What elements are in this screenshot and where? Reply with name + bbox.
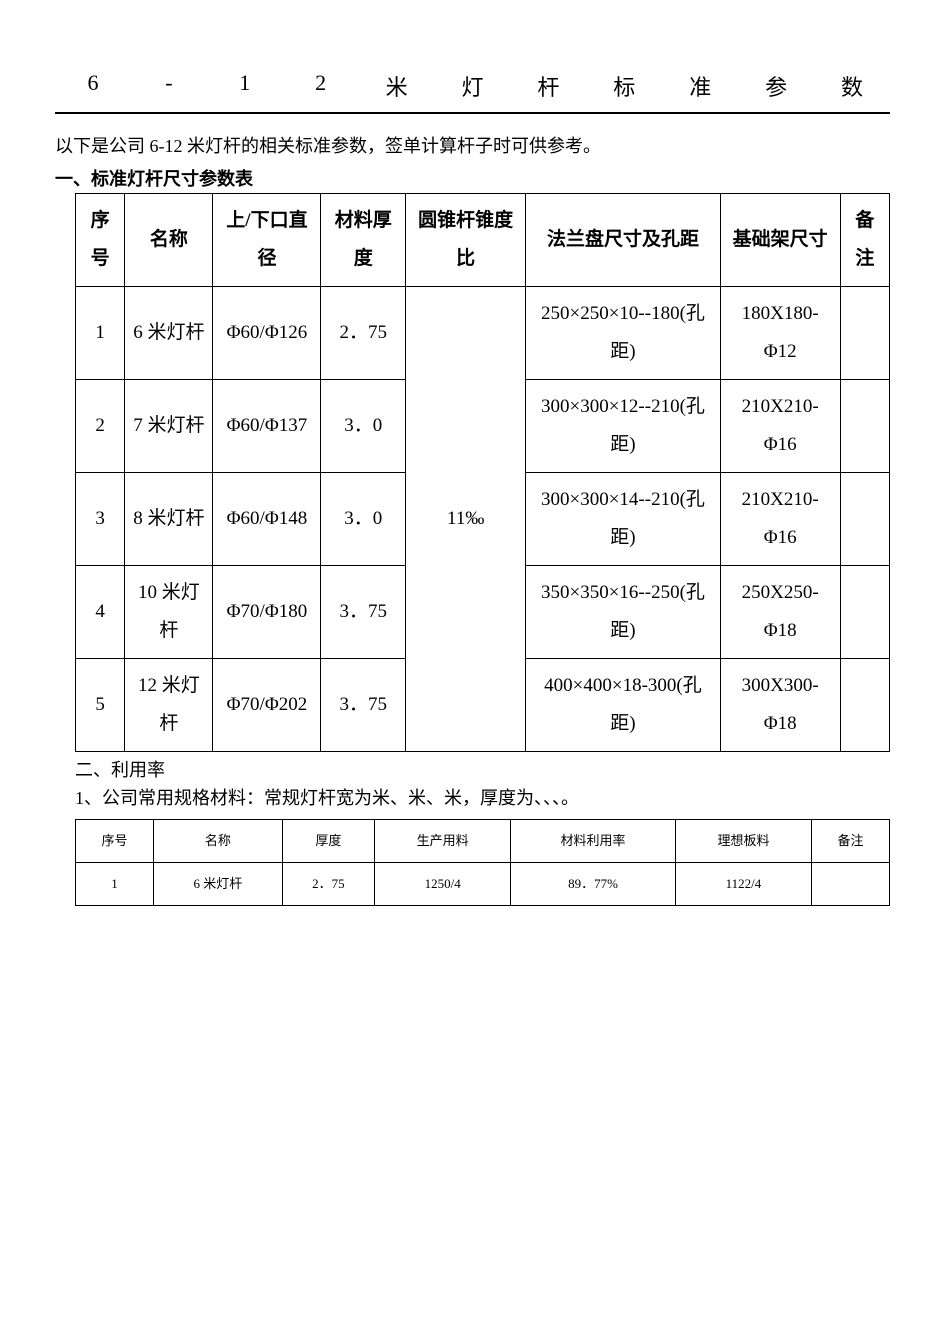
title-char: - <box>131 70 207 102</box>
cell-seq: 2 <box>76 379 125 472</box>
cell-seq: 1 <box>76 286 125 379</box>
col-flange: 法兰盘尺寸及孔距 <box>526 193 720 286</box>
table-row: 1 6 米灯杆 2．75 1250/4 89．77% 1122/4 <box>76 862 890 905</box>
cell-flange: 300×300×12--210(孔距) <box>526 379 720 472</box>
cell-utilization: 89．77% <box>511 862 676 905</box>
cell-remark <box>840 472 889 565</box>
title-char: 2 <box>283 70 359 102</box>
col-utilization: 材料利用率 <box>511 819 676 862</box>
cell-seq: 4 <box>76 565 125 658</box>
utilization-table: 序号 名称 厚度 生产用料 材料利用率 理想板料 备注 1 6 米灯杆 2．75… <box>75 819 890 906</box>
section2-text: 1、公司常用规格材料：常规灯杆宽为米、米、米，厚度为、、、。 <box>55 784 890 813</box>
col-material: 生产用料 <box>375 819 511 862</box>
col-remark: 备注 <box>811 819 889 862</box>
cell-diameter: Φ70/Φ180 <box>213 565 321 658</box>
title-char: 灯 <box>435 70 511 102</box>
col-remark: 备注 <box>840 193 889 286</box>
cell-thickness: 3．75 <box>321 658 406 751</box>
title-char: 数 <box>814 70 890 102</box>
title-char: 1 <box>207 70 283 102</box>
cell-seq: 1 <box>76 862 154 905</box>
table-header-row: 序号 名称 厚度 生产用料 材料利用率 理想板料 备注 <box>76 819 890 862</box>
title-char: 准 <box>662 70 738 102</box>
intro-text: 以下是公司 6-12 米灯杆的相关标准参数，签单计算杆子时可供参考。 <box>55 132 890 161</box>
title-char: 杆 <box>510 70 586 102</box>
cell-material: 1250/4 <box>375 862 511 905</box>
cell-diameter: Φ60/Φ148 <box>213 472 321 565</box>
utilization-table-body: 1 6 米灯杆 2．75 1250/4 89．77% 1122/4 <box>76 862 890 905</box>
col-seq: 序号 <box>76 819 154 862</box>
table-row: 1 6 米灯杆 Φ60/Φ126 2．75 11‰ 250×250×10--18… <box>76 286 890 379</box>
cell-name: 6 米灯杆 <box>154 862 283 905</box>
cell-base: 180X180-Φ12 <box>720 286 840 379</box>
title-char: 6 <box>55 70 131 102</box>
cell-remark <box>811 862 889 905</box>
spec-table-body: 1 6 米灯杆 Φ60/Φ126 2．75 11‰ 250×250×10--18… <box>76 286 890 751</box>
cell-diameter: Φ70/Φ202 <box>213 658 321 751</box>
section2-heading: 二、利用率 <box>55 756 890 782</box>
cell-base: 210X210-Φ16 <box>720 379 840 472</box>
col-name: 名称 <box>125 193 213 286</box>
cell-name: 7 米灯杆 <box>125 379 213 472</box>
table-header-row: 序号 名称 上/下口直径 材料厚度 圆锥杆锥度比 法兰盘尺寸及孔距 基础架尺寸 … <box>76 193 890 286</box>
spec-table: 序号 名称 上/下口直径 材料厚度 圆锥杆锥度比 法兰盘尺寸及孔距 基础架尺寸 … <box>75 193 890 752</box>
cell-diameter: Φ60/Φ126 <box>213 286 321 379</box>
cell-diameter: Φ60/Φ137 <box>213 379 321 472</box>
cell-ideal: 1122/4 <box>676 862 812 905</box>
cell-base: 210X210-Φ16 <box>720 472 840 565</box>
title-char: 米 <box>359 70 435 102</box>
col-ideal: 理想板料 <box>676 819 812 862</box>
col-thickness: 厚度 <box>282 819 374 862</box>
cell-remark <box>840 379 889 472</box>
cell-thickness: 2．75 <box>282 862 374 905</box>
cell-flange: 300×300×14--210(孔距) <box>526 472 720 565</box>
cell-name: 10 米灯杆 <box>125 565 213 658</box>
col-diameter: 上/下口直径 <box>213 193 321 286</box>
cell-thickness: 3．0 <box>321 472 406 565</box>
col-thickness: 材料厚度 <box>321 193 406 286</box>
section1-heading: 一、标准灯杆尺寸参数表 <box>55 165 890 191</box>
title-char: 标 <box>586 70 662 102</box>
cell-flange: 400×400×18-300(孔距) <box>526 658 720 751</box>
document-title: 6 - 1 2 米 灯 杆 标 准 参 数 <box>55 70 890 114</box>
cell-remark <box>840 565 889 658</box>
cell-flange: 350×350×16--250(孔距) <box>526 565 720 658</box>
col-base: 基础架尺寸 <box>720 193 840 286</box>
col-seq: 序号 <box>76 193 125 286</box>
cell-base: 300X300-Φ18 <box>720 658 840 751</box>
cell-seq: 5 <box>76 658 125 751</box>
cell-taper-merged: 11‰ <box>406 286 526 751</box>
cell-seq: 3 <box>76 472 125 565</box>
title-char: 参 <box>738 70 814 102</box>
cell-base: 250X250-Φ18 <box>720 565 840 658</box>
col-name: 名称 <box>154 819 283 862</box>
cell-thickness: 3．75 <box>321 565 406 658</box>
col-taper: 圆锥杆锥度比 <box>406 193 526 286</box>
cell-name: 6 米灯杆 <box>125 286 213 379</box>
cell-flange: 250×250×10--180(孔距) <box>526 286 720 379</box>
cell-name: 12 米灯杆 <box>125 658 213 751</box>
cell-remark <box>840 658 889 751</box>
cell-remark <box>840 286 889 379</box>
cell-thickness: 2．75 <box>321 286 406 379</box>
cell-thickness: 3．0 <box>321 379 406 472</box>
cell-name: 8 米灯杆 <box>125 472 213 565</box>
